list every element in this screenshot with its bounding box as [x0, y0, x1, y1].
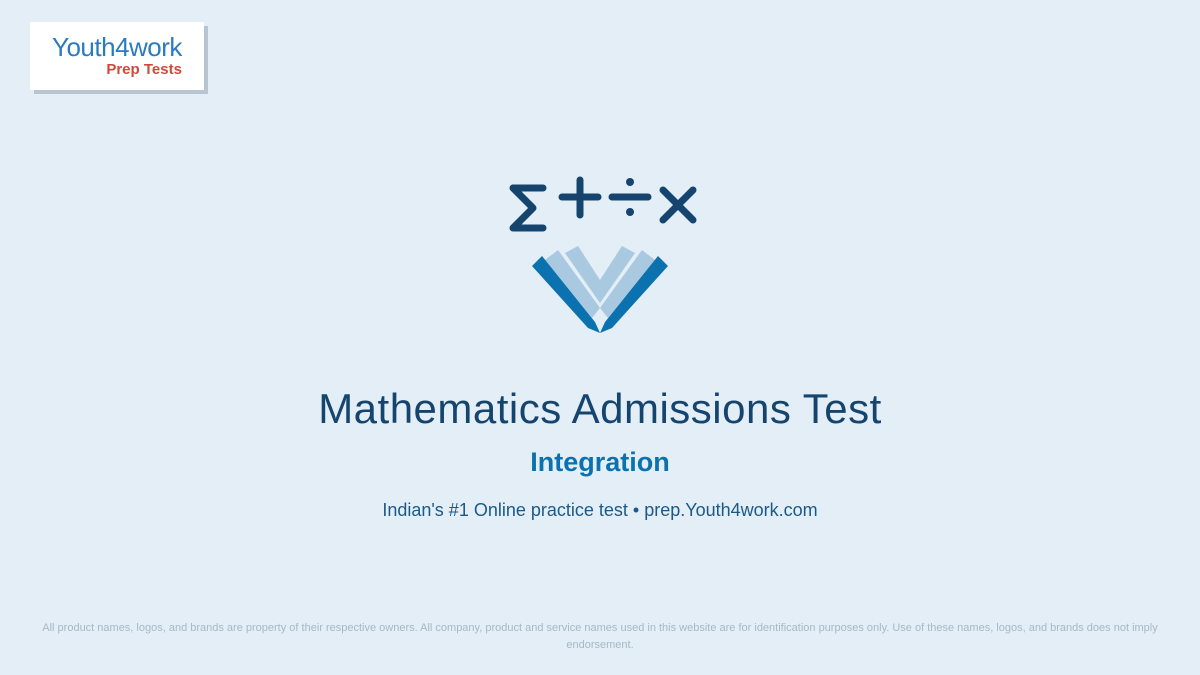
tagline-prefix: Indian's #1 Online practice test	[382, 500, 628, 520]
logo-subtitle: Prep Tests	[52, 61, 182, 78]
logo-card: Youth4work Prep Tests	[30, 22, 204, 90]
math-book-icon	[495, 170, 705, 350]
tagline: Indian's #1 Online practice test • prep.…	[382, 500, 817, 521]
logo-part-4: 4	[115, 32, 129, 62]
disclaimer-text: All product names, logos, and brands are…	[35, 620, 1165, 653]
logo-brand: Youth4work	[52, 32, 182, 63]
tagline-separator: •	[628, 500, 644, 520]
page-subtitle: Integration	[530, 447, 670, 478]
page-title: Mathematics Admissions Test	[318, 385, 882, 433]
logo-part-youth: Youth	[52, 32, 115, 62]
main-content: Mathematics Admissions Test Integration …	[0, 170, 1200, 521]
logo-part-work: work	[129, 32, 182, 62]
tagline-url: prep.Youth4work.com	[644, 500, 817, 520]
